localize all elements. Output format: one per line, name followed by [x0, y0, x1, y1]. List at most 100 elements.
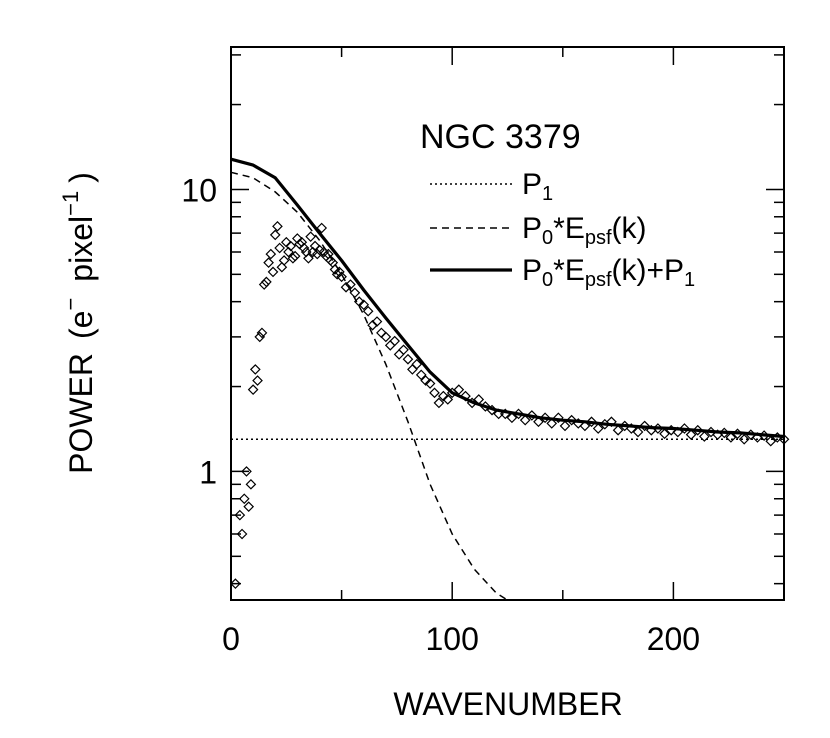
data-point-33: [305, 231, 316, 243]
data-point-82: [513, 408, 524, 420]
data-point-88: [553, 412, 564, 424]
data-point-18: [272, 220, 283, 232]
data-point-108: [685, 429, 697, 441]
plot-frame: [230, 46, 785, 601]
y-axis-label-open: (e: [63, 311, 99, 339]
data-point-52: [358, 299, 370, 311]
data-point-86: [539, 412, 551, 424]
data-point-66: [420, 375, 432, 386]
x-axis-label: WAVENUMBER: [393, 686, 622, 722]
legend-sum-p: P: [522, 254, 542, 287]
data-point-53: [362, 305, 374, 317]
data-point-87: [546, 418, 558, 429]
data-point-47: [336, 271, 347, 283]
data-point-61: [398, 344, 409, 356]
data-point-77: [480, 401, 491, 412]
data-point-71: [442, 394, 454, 405]
data-point-17: [269, 229, 281, 241]
data-point-5: [243, 501, 255, 513]
y-axis-label-pixel-sup: −1: [58, 191, 83, 216]
x-tick-label-0: 0: [222, 621, 240, 657]
data-point-104: [659, 428, 670, 440]
legend-label-p0-epsf: P0*Epsf(k): [522, 212, 647, 249]
data-point-111: [705, 426, 717, 438]
data-point-98: [619, 420, 631, 432]
legend-label-sum: P0*Epsf(k)+P1: [522, 254, 695, 291]
data-point-26: [289, 250, 301, 262]
data-point-80: [499, 408, 511, 420]
chart-title: NGC 3379: [420, 118, 581, 156]
data-point-94: [592, 423, 604, 434]
data-point-38: [316, 222, 328, 234]
data-point-14: [263, 257, 274, 269]
data-point-57: [380, 331, 392, 343]
data-point-64: [411, 358, 423, 370]
data-point-105: [665, 424, 677, 436]
data-point-67: [424, 378, 436, 389]
data-point-99: [626, 423, 637, 434]
legend-p1-sub: 1: [542, 183, 553, 205]
data-point-92: [579, 420, 591, 432]
data-point-59: [389, 335, 401, 347]
data-point-62: [402, 353, 414, 365]
x-tick-label-200: 200: [647, 621, 700, 657]
data-point-25: [287, 252, 299, 264]
data-point-81: [506, 412, 518, 424]
data-point-70: [438, 390, 449, 402]
y-axis-label-open-sup: −: [58, 298, 83, 311]
data-point-119: [758, 430, 770, 441]
data-point-3: [238, 493, 250, 505]
data-point-46: [334, 266, 345, 278]
legend-sum-sub0: 0: [542, 269, 553, 291]
data-point-12: [258, 279, 270, 290]
data-point-68: [429, 387, 440, 399]
data-point-107: [679, 423, 690, 434]
data-point-7: [247, 384, 259, 395]
legend-p0e-e: *E: [553, 212, 585, 245]
data-point-30: [298, 242, 310, 254]
y-axis-label-power: POWER: [63, 353, 99, 474]
x-tick-label-100: 100: [426, 621, 479, 657]
legend-p0e-sub0: 0: [542, 227, 553, 249]
y-axis-label-close: ): [63, 172, 99, 183]
data-point-74: [460, 390, 471, 402]
legend-p0e-k: (k): [612, 212, 647, 245]
legend-p0e-p: P: [522, 212, 542, 245]
data-point-13: [261, 276, 272, 288]
data-point-100: [632, 426, 644, 438]
data-point-97: [612, 424, 624, 436]
data-point-29: [296, 236, 308, 248]
legend-sum-sub1: 1: [684, 269, 695, 291]
data-point-1: [234, 509, 246, 521]
data-point-51: [353, 296, 365, 308]
y-axis-label-pixel: pixel: [63, 216, 99, 282]
data-point-0: [230, 578, 241, 589]
data-point-113: [718, 427, 730, 439]
data-point-45: [331, 268, 343, 280]
data-point-109: [692, 424, 704, 436]
data-point-110: [699, 431, 710, 442]
data-point-89: [559, 420, 571, 432]
y-tick-label-1: 1: [199, 454, 217, 490]
data-point-85: [533, 416, 544, 428]
data-point-101: [639, 420, 650, 432]
data-point-9: [252, 375, 263, 386]
data-point-117: [745, 429, 757, 441]
data-point-76: [473, 394, 485, 405]
data-point-114: [725, 432, 737, 443]
data-point-116: [738, 433, 750, 445]
data-point-106: [672, 426, 684, 438]
data-point-78: [486, 404, 498, 416]
data-point-120: [765, 435, 777, 447]
series-p0-epsf-dashed-line: [230, 171, 508, 601]
data-point-115: [732, 428, 743, 440]
data-point-90: [566, 414, 577, 426]
data-point-93: [586, 416, 597, 428]
legend-sum-e: *E: [553, 254, 585, 287]
data-point-24: [285, 240, 297, 252]
y-axis-label: POWER (e− pixel−1): [58, 172, 99, 474]
data-point-11: [256, 327, 268, 339]
data-point-55: [371, 316, 383, 327]
